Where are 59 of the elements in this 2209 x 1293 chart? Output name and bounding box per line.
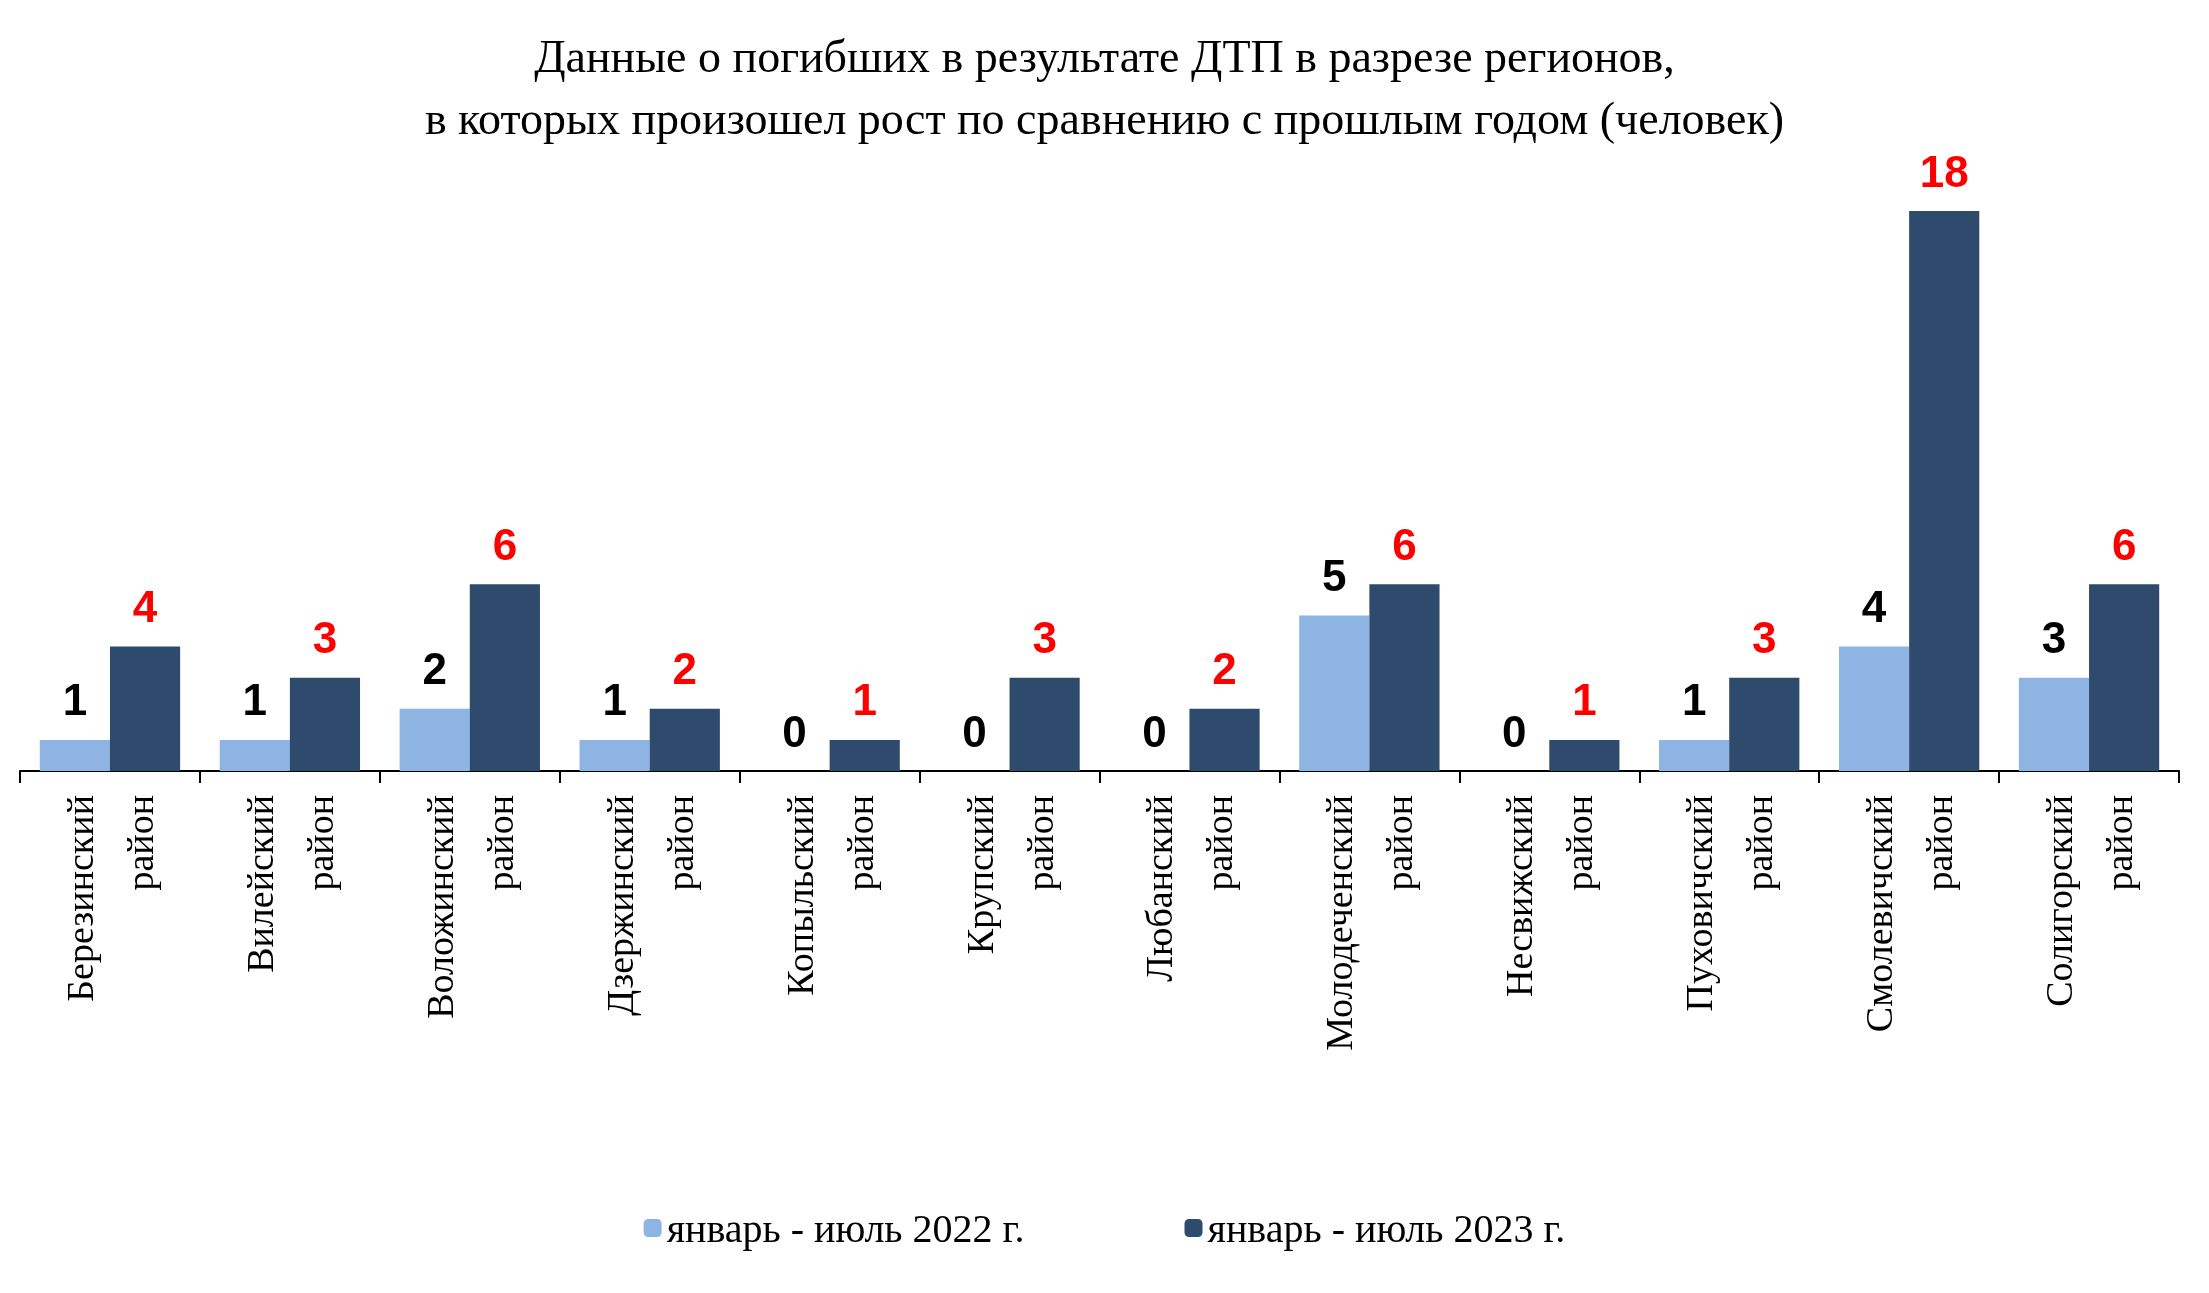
data-label: 1 <box>242 675 268 725</box>
legend-label: январь - июль 2022 г. <box>666 1205 1025 1251</box>
x-tick-label: Несвижский район <box>1498 795 1601 997</box>
data-label: 4 <box>1861 582 1887 632</box>
x-tick-label: Березинский район <box>58 795 161 1002</box>
data-label: 6 <box>492 519 518 569</box>
chart-title: Данные о погибших в результате ДТП в разрезе регионов, в которых произошел рост по сравнению с прошлым годом (человек) <box>424 30 1785 144</box>
data-label: 0 <box>1142 706 1167 756</box>
data-label: 3 <box>312 613 338 663</box>
bar <box>1189 708 1260 771</box>
bar <box>1838 646 1910 771</box>
x-tick-label: Крупский район <box>958 795 1061 955</box>
data-label: 0 <box>962 706 987 756</box>
bar <box>219 739 290 771</box>
data-label: 1 <box>1681 675 1707 725</box>
legend-label: январь - июль 2023 г. <box>1207 1205 1566 1251</box>
bar <box>1549 739 1620 771</box>
data-label: 6 <box>2111 519 2137 569</box>
data-label: 3 <box>1032 613 1057 663</box>
data-label: 2 <box>672 644 698 694</box>
data-label: 1 <box>602 675 627 725</box>
bar <box>399 708 470 771</box>
bar <box>1299 615 1370 771</box>
data-label: 4 <box>132 582 158 632</box>
bar <box>1659 739 1730 771</box>
data-label: 1 <box>852 675 877 725</box>
x-tick-label: Молодеченский район <box>1318 795 1421 1051</box>
data-label: 1 <box>1572 675 1597 725</box>
x-tick-label: Дзержинский район <box>598 795 701 1016</box>
data-label: 3 <box>2041 613 2067 663</box>
data-label: 2 <box>422 644 447 694</box>
data-label: 1 <box>62 675 88 725</box>
bar <box>469 584 540 771</box>
data-label: 5 <box>1322 550 1347 600</box>
bar <box>2018 677 2090 771</box>
bar <box>2089 584 2160 771</box>
data-label: 3 <box>1752 613 1777 663</box>
x-tick-label: Солигорский район <box>2038 795 2141 1007</box>
x-tick-label: Пуховичский район <box>1678 795 1781 1012</box>
x-tick-label: Вилейский район <box>238 795 341 973</box>
x-tick-label: Смолевичский район <box>1858 795 1961 1033</box>
data-label: 0 <box>782 706 807 756</box>
bar <box>109 646 181 771</box>
bar <box>649 708 720 771</box>
data-label: 0 <box>1501 706 1527 756</box>
bar <box>39 739 110 771</box>
data-label: 2 <box>1212 644 1237 694</box>
bar <box>1909 211 1980 771</box>
data-label: 18 <box>1919 146 1969 196</box>
bar <box>289 677 361 771</box>
bar <box>1729 677 1800 771</box>
x-tick-label: Воложинский район <box>418 795 521 1019</box>
bar <box>1009 677 1080 771</box>
bar <box>1369 584 1440 771</box>
bar <box>829 739 900 771</box>
x-tick-label: Копыльский район <box>778 795 881 996</box>
data-label: 6 <box>1392 519 1417 569</box>
x-tick-label: Любанский район <box>1138 795 1241 982</box>
bar <box>579 739 650 771</box>
